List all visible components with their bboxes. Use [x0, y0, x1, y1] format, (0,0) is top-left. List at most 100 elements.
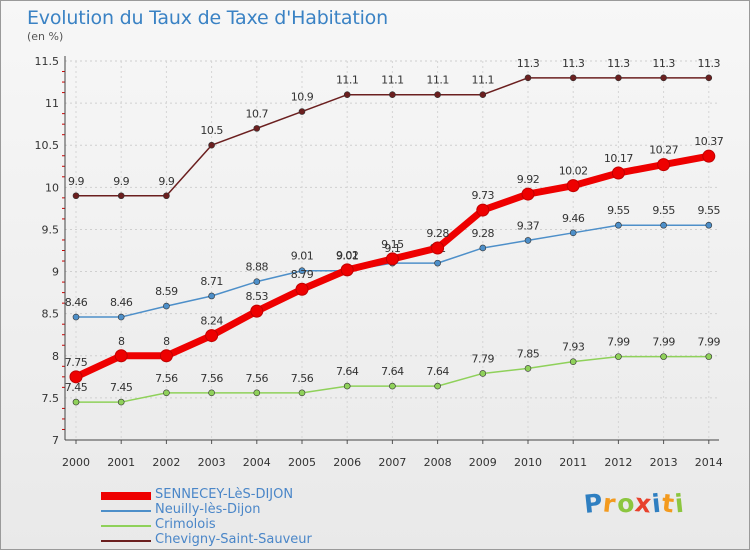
data-label: 9.73	[472, 189, 495, 202]
data-point	[524, 237, 532, 244]
data-point	[117, 398, 125, 406]
legend-label: Crimolois	[155, 517, 216, 532]
y-tick-label: 10.5	[35, 139, 60, 152]
data-label: 9.02	[336, 249, 359, 262]
data-point	[705, 221, 713, 229]
data-point	[69, 370, 83, 384]
data-label: 9.01	[336, 250, 359, 263]
data-point	[253, 389, 261, 397]
data-point	[660, 353, 667, 360]
data-point	[615, 74, 622, 82]
data-label: 9.37	[517, 219, 540, 232]
data-point	[479, 370, 487, 377]
data-point	[295, 282, 309, 296]
data-label: 8	[163, 335, 170, 348]
data-point	[114, 349, 128, 363]
data-label: 7.56	[155, 372, 178, 385]
y-tick-label: 9	[52, 266, 59, 279]
data-point	[117, 313, 125, 321]
x-tick-label: 2011	[559, 456, 587, 469]
data-label: 7.56	[291, 372, 314, 385]
data-point	[615, 353, 622, 360]
data-label: 9.55	[698, 204, 721, 217]
x-tick-label: 2010	[514, 456, 542, 469]
data-point	[569, 74, 577, 82]
data-point	[72, 313, 80, 321]
data-label: 9.55	[652, 204, 675, 217]
data-label: 8.46	[65, 296, 88, 309]
data-label: 10.5	[200, 124, 223, 137]
data-label: 9.28	[472, 227, 495, 240]
data-point	[479, 91, 487, 98]
x-tick-label: 2003	[198, 456, 226, 469]
chart-unit-label: (en %)	[27, 30, 64, 43]
y-tick-label: 8.5	[42, 308, 60, 321]
proxiti-logo: Proxiti	[583, 488, 686, 519]
data-point	[117, 192, 125, 200]
data-label: 7.99	[652, 336, 675, 349]
x-tick-label: 2002	[152, 456, 180, 469]
y-tick-label: 11.5	[35, 55, 60, 68]
data-point	[163, 192, 170, 200]
data-label: 10.9	[291, 91, 314, 104]
legend-swatch	[101, 525, 151, 527]
data-label: 8.24	[200, 315, 223, 328]
data-label: 11.3	[607, 57, 630, 70]
data-point	[705, 353, 713, 360]
data-label: 7.99	[607, 336, 630, 349]
data-label: 8.46	[110, 296, 133, 309]
data-point	[159, 349, 173, 363]
data-point	[657, 158, 671, 172]
data-point	[163, 302, 170, 310]
data-label: 9.55	[607, 204, 630, 217]
x-tick-label: 2008	[424, 456, 452, 469]
data-label: 9.28	[426, 227, 449, 240]
data-point	[476, 203, 490, 217]
data-point	[343, 91, 351, 98]
data-label: 7.45	[65, 381, 88, 394]
data-label: 11.1	[472, 74, 495, 87]
data-label: 7.64	[426, 365, 449, 378]
data-label: 10.37	[694, 135, 723, 148]
x-tick-label: 2012	[604, 456, 632, 469]
x-tick-label: 2005	[288, 456, 316, 469]
data-point	[569, 229, 577, 237]
data-point	[611, 166, 625, 180]
data-label: 7.45	[110, 381, 133, 394]
data-label: 7.56	[246, 372, 269, 385]
data-point	[72, 398, 80, 406]
data-label: 11.3	[517, 57, 540, 70]
data-point	[298, 389, 306, 397]
data-point	[524, 74, 532, 82]
data-point	[208, 141, 215, 149]
data-point	[521, 187, 535, 201]
data-label: 9.9	[158, 175, 174, 188]
data-point	[250, 304, 264, 318]
data-point	[702, 149, 716, 163]
data-label: 8.88	[246, 261, 269, 274]
data-label: 10.7	[246, 107, 269, 120]
legend-swatch	[101, 492, 151, 500]
x-tick-label: 2014	[695, 456, 723, 469]
data-point	[660, 74, 667, 82]
legend-swatch	[101, 510, 151, 512]
data-point	[389, 91, 396, 98]
data-label: 8.79	[291, 268, 314, 281]
data-label: 11.3	[562, 57, 585, 70]
data-label: 11.1	[426, 74, 449, 87]
data-point	[569, 358, 577, 365]
x-tick-label: 2000	[62, 456, 90, 469]
data-label: 7.85	[517, 347, 540, 360]
data-point	[340, 263, 354, 277]
y-tick-label: 7.5	[42, 392, 60, 405]
data-point	[434, 259, 441, 267]
data-label: 9.92	[517, 173, 540, 186]
data-point	[705, 74, 713, 82]
data-point	[72, 192, 80, 200]
data-label: 7.75	[65, 356, 88, 369]
data-label: 9.1	[384, 242, 400, 255]
data-label: 8.59	[155, 285, 178, 298]
data-label: 11.1	[336, 74, 359, 87]
data-label: 7.56	[200, 372, 223, 385]
